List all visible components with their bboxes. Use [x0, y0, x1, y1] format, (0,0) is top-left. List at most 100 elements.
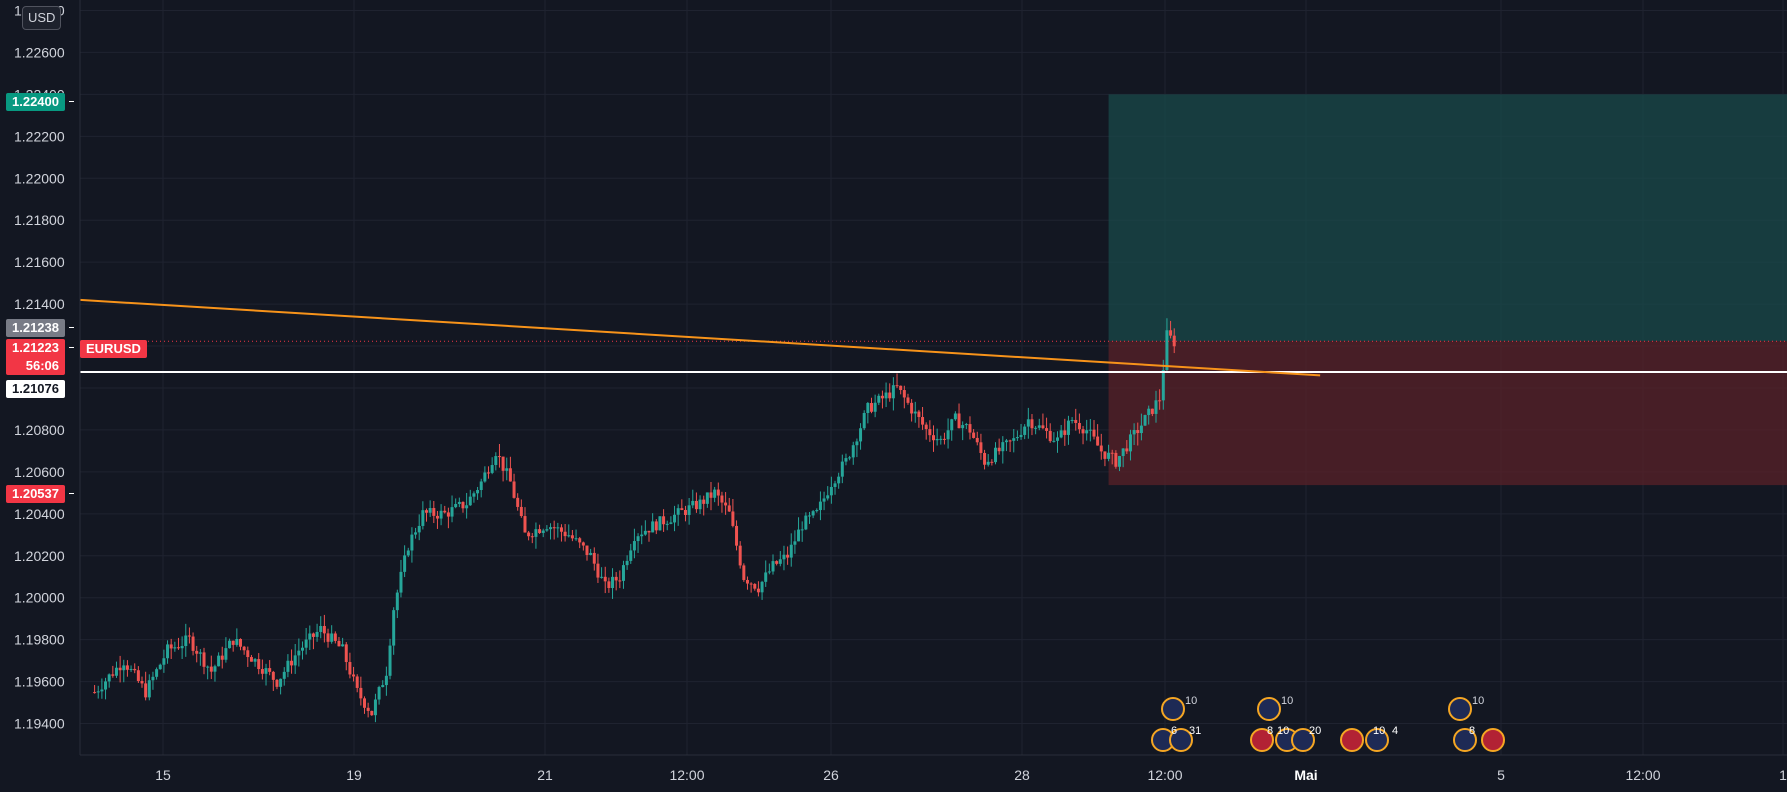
candle-body [910, 402, 914, 414]
candle-body [341, 644, 345, 647]
candle-body [760, 581, 764, 593]
candle-body [209, 666, 213, 672]
y-tick-label: 1.20800 [14, 422, 65, 438]
candle-body [450, 507, 454, 517]
candle-body [917, 411, 921, 418]
candle-body [107, 674, 111, 682]
candle-body [180, 646, 184, 649]
candle-body [589, 552, 593, 555]
candle-body [844, 458, 848, 462]
candle-body [862, 412, 866, 429]
candle-body [611, 576, 615, 589]
candle-body [483, 472, 487, 482]
candle-body [585, 545, 589, 555]
candles [93, 318, 1176, 723]
candle-body [508, 468, 512, 482]
x-tick-label: 28 [1014, 767, 1030, 783]
candle-body [1110, 452, 1114, 454]
candle-body [673, 514, 677, 523]
drawn-lines[interactable] [79, 298, 1787, 377]
candle-body [439, 510, 443, 519]
currency-button[interactable]: USD [22, 6, 62, 30]
candle-body [421, 510, 425, 526]
candle-body [625, 560, 629, 566]
candle-body [527, 532, 531, 537]
candle-body [621, 565, 625, 581]
candle-body [403, 555, 407, 572]
candle-body [687, 505, 691, 515]
y-tick-label: 1.20600 [14, 464, 65, 480]
candle-body [632, 541, 636, 551]
candle-body [1154, 400, 1158, 414]
candle-body [705, 492, 709, 504]
candle-body [720, 495, 724, 503]
candle-body [1114, 452, 1118, 467]
candle-body [388, 645, 392, 676]
candle-body [745, 579, 749, 584]
y-tick-label: 1.20000 [14, 590, 65, 606]
candle-body [392, 610, 396, 646]
candle-body [567, 535, 571, 537]
candle-body [581, 542, 585, 546]
event-flag-icon [1291, 728, 1315, 752]
candle-body [195, 650, 199, 654]
y-tick-label: 1.21400 [14, 296, 65, 312]
candle-body [709, 492, 713, 498]
candle-body [425, 510, 429, 513]
candle-body [406, 550, 410, 556]
trend-line [79, 298, 1321, 377]
candle-body [1125, 448, 1129, 452]
candle-body [647, 530, 651, 533]
candle-body [932, 435, 935, 441]
time-axis[interactable]: 15 19 21 12:00 26 28 12:00 Mai 5 12:00 1 [80, 754, 1787, 783]
candle-body [352, 674, 356, 677]
candle-body [972, 432, 976, 438]
candle-body [545, 529, 549, 531]
candle-body [308, 633, 312, 640]
candle-body [1085, 430, 1089, 434]
x-tick-label: 21 [537, 767, 553, 783]
candle-body [1081, 429, 1085, 434]
candle-body [476, 490, 480, 494]
candle-body [191, 636, 195, 651]
candle-body [228, 640, 232, 649]
candle-body [330, 633, 334, 642]
candle-body [1092, 429, 1096, 437]
y-tick-label: 1.22600 [14, 44, 65, 60]
candle-body [851, 445, 855, 458]
candle-body [921, 417, 925, 425]
y-tick-label: 1.19800 [14, 632, 65, 648]
candle-body [93, 692, 97, 694]
candle-body [206, 666, 210, 668]
eu-flag-icon [1257, 697, 1281, 721]
candle-body [1096, 436, 1100, 446]
candle-body [957, 413, 961, 429]
candle-body [1026, 419, 1030, 427]
event-count: 10 [1277, 725, 1289, 737]
price-axis[interactable]: 1.19400 1.19600 1.19800 1.20000 1.20200 1.204… [0, 0, 81, 755]
candle-body [618, 580, 622, 582]
candle-body [198, 652, 202, 654]
candle-body [1015, 437, 1019, 439]
candle-body [939, 438, 943, 440]
candle-body [129, 668, 133, 670]
economic-events[interactable]: 10 10 10 6 31 8 10 20 10 4 8 [1151, 695, 1505, 752]
candle-body [275, 679, 279, 687]
candle-body [549, 527, 553, 530]
candle-body [840, 461, 844, 477]
candle-body [122, 665, 126, 671]
candle-body [151, 676, 155, 681]
candle-body [804, 515, 808, 530]
candle-body [187, 635, 191, 637]
candle-body [414, 532, 418, 535]
candle-body [1121, 448, 1125, 457]
candle-body [826, 495, 830, 499]
x-tick-label: 5 [1497, 767, 1505, 783]
candle-body [523, 516, 527, 533]
candle-body [829, 486, 833, 496]
candle-body [818, 501, 822, 511]
candle-body [166, 644, 170, 659]
candle-body [603, 576, 607, 582]
candle-body [807, 515, 811, 517]
